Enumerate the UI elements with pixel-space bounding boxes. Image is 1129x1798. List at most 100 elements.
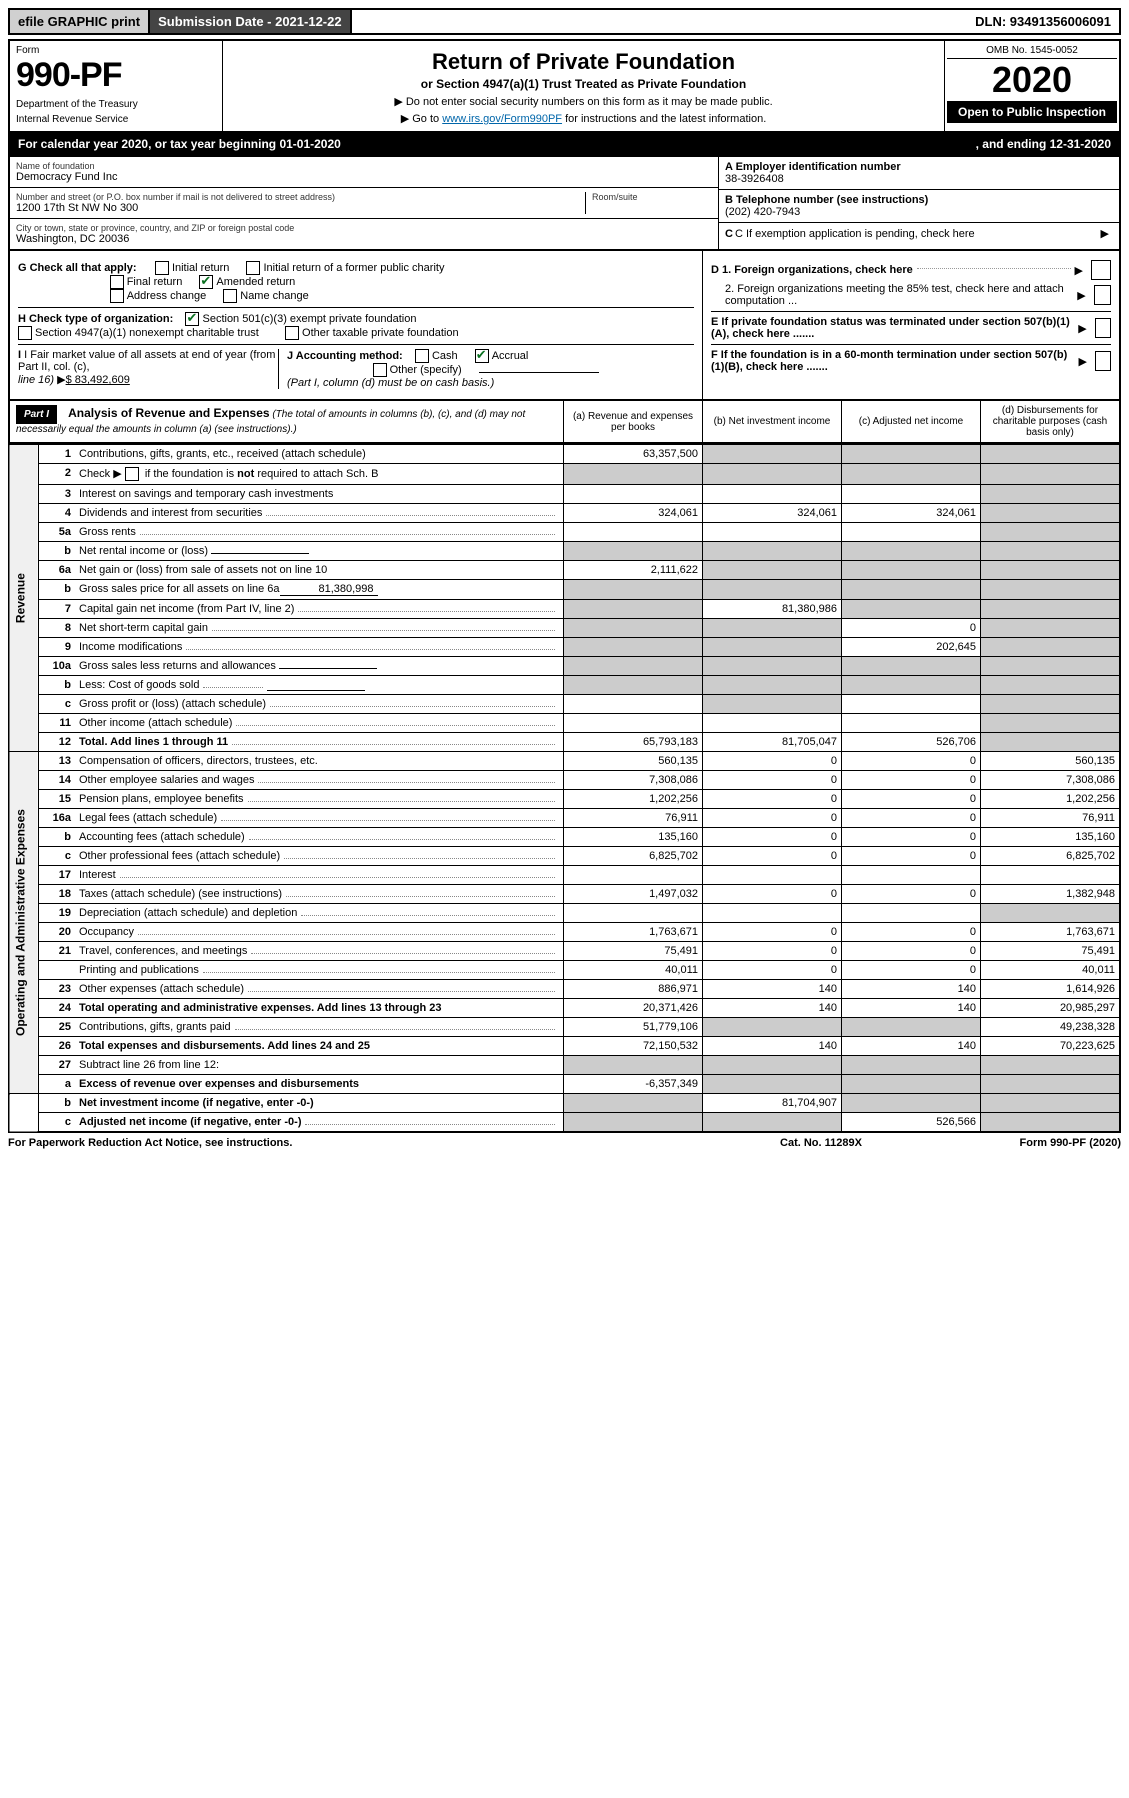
r2-num: 2 [39,464,76,485]
r27a-desc: Excess of revenue over expenses and disb… [75,1075,564,1094]
r22-num [39,961,76,980]
lbl-name-change: Name change [240,290,309,302]
footer-left: For Paperwork Reduction Act Notice, see … [8,1137,721,1149]
r5a-num: 5a [39,523,76,542]
calendar-year-bar: For calendar year 2020, or tax year begi… [8,133,1121,157]
lbl-4947: Section 4947(a)(1) nonexempt charitable … [35,327,259,339]
r13-d: 560,135 [981,752,1121,771]
d2-label: 2. Foreign organizations meeting the 85%… [711,283,1077,307]
col-c-header: (c) Adjusted net income [841,401,980,442]
f-checkbox[interactable] [1095,351,1111,371]
cb-501c3[interactable] [185,312,199,326]
r16c-desc: Other professional fees (attach schedule… [75,847,564,866]
top-strip: efile GRAPHIC print Submission Date - 20… [8,8,1121,35]
cb-other-taxable[interactable] [285,326,299,340]
ein-value: 38-3926408 [725,173,1113,185]
tel-label: B Telephone number (see instructions) [725,194,1113,206]
r16a-num: 16a [39,809,76,828]
r27a-num: a [39,1075,76,1094]
r6a-a: 2,111,622 [564,561,703,580]
r14-num: 14 [39,771,76,790]
cb-other-method[interactable] [373,363,387,377]
cb-initial-former[interactable] [246,261,260,275]
lbl-other-taxable: Other taxable private foundation [302,327,459,339]
col-b-header: (b) Net investment income [702,401,841,442]
row-6a: 6a Net gain or (loss) from sale of asset… [9,561,1120,580]
row-10c: c Gross profit or (loss) (attach schedul… [9,695,1120,714]
cb-initial-return[interactable] [155,261,169,275]
row-19: 19 Depreciation (attach schedule) and de… [9,904,1120,923]
ssn-warning: Do not enter social security numbers on … [229,95,938,108]
dln-number: DLN: 93491356006091 [967,10,1119,33]
r18-desc: Taxes (attach schedule) (see instruction… [75,885,564,904]
d2-checkbox[interactable] [1094,285,1111,305]
lbl-501c3: Section 501(c)(3) exempt private foundat… [202,313,416,325]
cb-address-change[interactable] [110,289,124,303]
r11-desc: Other income (attach schedule) [75,714,564,733]
row-27: 27 Subtract line 26 from line 12: [9,1056,1120,1075]
r27c-desc: Adjusted net income (if negative, enter … [75,1113,564,1133]
e-checkbox[interactable] [1095,318,1111,338]
f-label: F If the foundation is in a 60-month ter… [711,349,1079,373]
r3-num: 3 [39,485,76,504]
r2-post: required to attach Sch. B [257,468,378,480]
cb-cash[interactable] [415,349,429,363]
r16b-num: b [39,828,76,847]
r4-num: 4 [39,504,76,523]
r18-num: 18 [39,885,76,904]
col-d-header: (d) Disbursements for charitable purpose… [980,401,1119,442]
form-title: Return of Private Foundation [229,49,938,75]
cb-name-change[interactable] [223,289,237,303]
r12-b: 81,705,047 [703,733,842,752]
form-subtitle: or Section 4947(a)(1) Trust Treated as P… [229,77,938,91]
r19-desc: Depreciation (attach schedule) and deple… [75,904,564,923]
row-7: 7 Capital gain net income (from Part IV,… [9,600,1120,619]
r6a-desc: Net gain or (loss) from sale of assets n… [75,561,564,580]
r13-b: 0 [703,752,842,771]
row-18: 18 Taxes (attach schedule) (see instruct… [9,885,1120,904]
r27c-num: c [39,1113,76,1133]
r2-not: not [237,468,254,480]
r20-num: 20 [39,923,76,942]
r27-num: 27 [39,1056,76,1075]
addr-label: Number and street (or P.O. box number if… [16,192,585,202]
r23-num: 23 [39,980,76,999]
form-word: Form [16,45,216,56]
j-note: (Part I, column (d) must be on cash basi… [287,377,494,389]
cb-sch-b[interactable] [125,467,139,481]
row-27b: b Net investment income (if negative, en… [9,1094,1120,1113]
footer: For Paperwork Reduction Act Notice, see … [8,1133,1121,1153]
r5b-num: b [39,542,76,561]
r10a-num: 10a [39,657,76,676]
j-label: J Accounting method: [287,350,403,362]
cb-accrual[interactable] [475,349,489,363]
addr-value: 1200 17th St NW No 300 [16,202,585,214]
r7-num: 7 [39,600,76,619]
row-1: Revenue 1 Contributions, gifts, grants, … [9,445,1120,464]
r27-desc: Subtract line 26 from line 12: [75,1056,564,1075]
dept-treasury: Department of the Treasury [16,99,216,110]
info-right: A Employer identification number 38-3926… [718,157,1119,249]
d1-checkbox[interactable] [1091,260,1111,280]
name-label: Name of foundation [16,161,712,171]
d2-line: 2. Foreign organizations meeting the 85%… [711,283,1111,307]
form-header: Form 990-PF Department of the Treasury I… [8,39,1121,133]
r19-num: 19 [39,904,76,923]
r4-b: 324,061 [703,504,842,523]
form-990pf-link[interactable]: www.irs.gov/Form990PF [442,113,562,125]
cb-4947[interactable] [18,326,32,340]
room-label: Room/suite [592,192,712,202]
cb-amended-return[interactable] [199,275,213,289]
form-id-block: Form 990-PF Department of the Treasury I… [10,41,223,131]
row-22: Printing and publications 40,0110040,011 [9,961,1120,980]
cb-final-return[interactable] [110,275,124,289]
i-amount: $ 83,492,609 [66,374,130,386]
form-title-block: Return of Private Foundation or Section … [223,41,945,131]
r10c-desc: Gross profit or (loss) (attach schedule) [75,695,564,714]
r26-num: 26 [39,1037,76,1056]
row-9: 9 Income modifications 202,645 [9,638,1120,657]
lbl-amended: Amended return [216,276,295,288]
lbl-other-method: Other (specify) [390,364,462,376]
row-11: 11 Other income (attach schedule) [9,714,1120,733]
year-end: , and ending 12-31-2020 [976,137,1111,151]
